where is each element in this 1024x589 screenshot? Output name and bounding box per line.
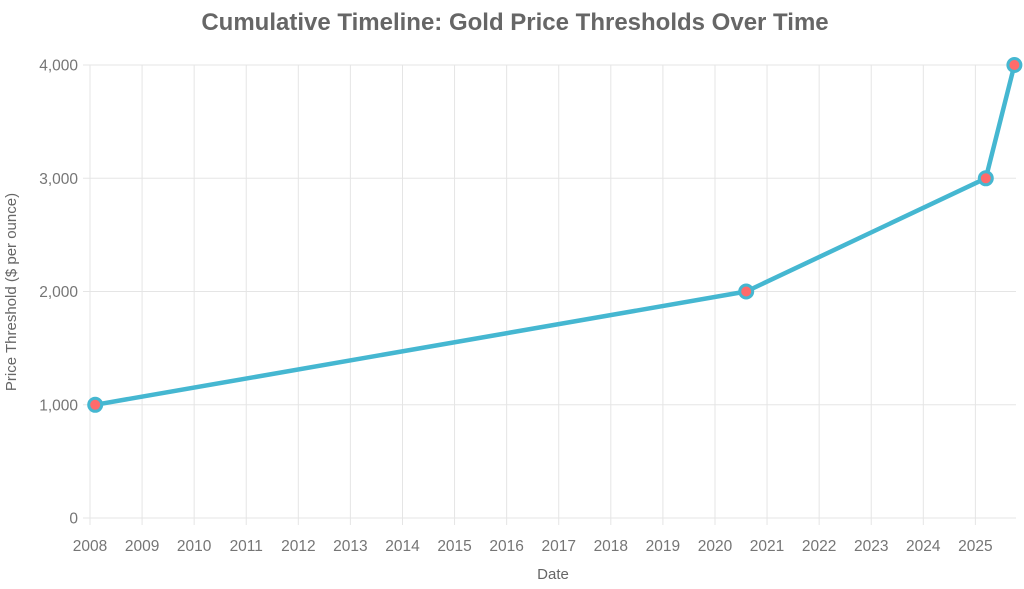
x-tick-label-2011: 2011 <box>230 538 263 555</box>
y-tick-label-0: 0 <box>69 511 78 528</box>
x-tick-label-2015: 2015 <box>437 538 471 555</box>
gridlines-layer <box>83 64 1016 525</box>
x-tick-label-2008: 2008 <box>73 538 107 555</box>
x-tick-label-2020: 2020 <box>698 538 733 555</box>
data-point-3000[interactable] <box>977 170 994 187</box>
x-tick-label-2014: 2014 <box>385 538 420 555</box>
x-tick-label-2009: 2009 <box>125 538 159 555</box>
y-tick-label-4,000: 4,000 <box>39 58 78 75</box>
series-line-gold-price-threshold <box>92 62 1017 408</box>
x-tick-label-2019: 2019 <box>646 538 680 555</box>
x-tick-label-2024: 2024 <box>906 538 941 555</box>
y-tick-label-1,000: 1,000 <box>39 397 78 414</box>
x-tick-label-2010: 2010 <box>177 538 212 555</box>
series-layer <box>87 57 1023 413</box>
data-point-4000[interactable] <box>1006 57 1023 73</box>
x-tick-label-2016: 2016 <box>489 538 523 555</box>
x-tick-label-2018: 2018 <box>594 538 628 555</box>
y-tick-label-3,000: 3,000 <box>39 171 78 188</box>
x-tick-label-2025: 2025 <box>958 538 992 555</box>
tick-labels-layer: 2008 2009 2010 2011 2012 2013 2014 2015 2016 2017… <box>39 58 992 556</box>
x-tick-label-2013: 2013 <box>333 538 367 555</box>
x-tick-label-2021: 2021 <box>750 538 784 555</box>
y-axis-title: Price Threshold ($ per ounce) <box>3 193 20 391</box>
x-tick-label-2023: 2023 <box>854 538 888 555</box>
y-tick-label-2,000: 2,000 <box>39 284 78 301</box>
data-point-2000[interactable] <box>738 283 755 300</box>
data-point-1000[interactable] <box>87 396 104 413</box>
x-axis-title: Date <box>537 566 569 583</box>
x-tick-label-2017: 2017 <box>541 538 575 555</box>
x-tick-label-2012: 2012 <box>281 538 315 555</box>
x-tick-label-2022: 2022 <box>802 538 836 555</box>
chart-title: Cumulative Timeline: Gold Price Threshol… <box>201 9 828 36</box>
